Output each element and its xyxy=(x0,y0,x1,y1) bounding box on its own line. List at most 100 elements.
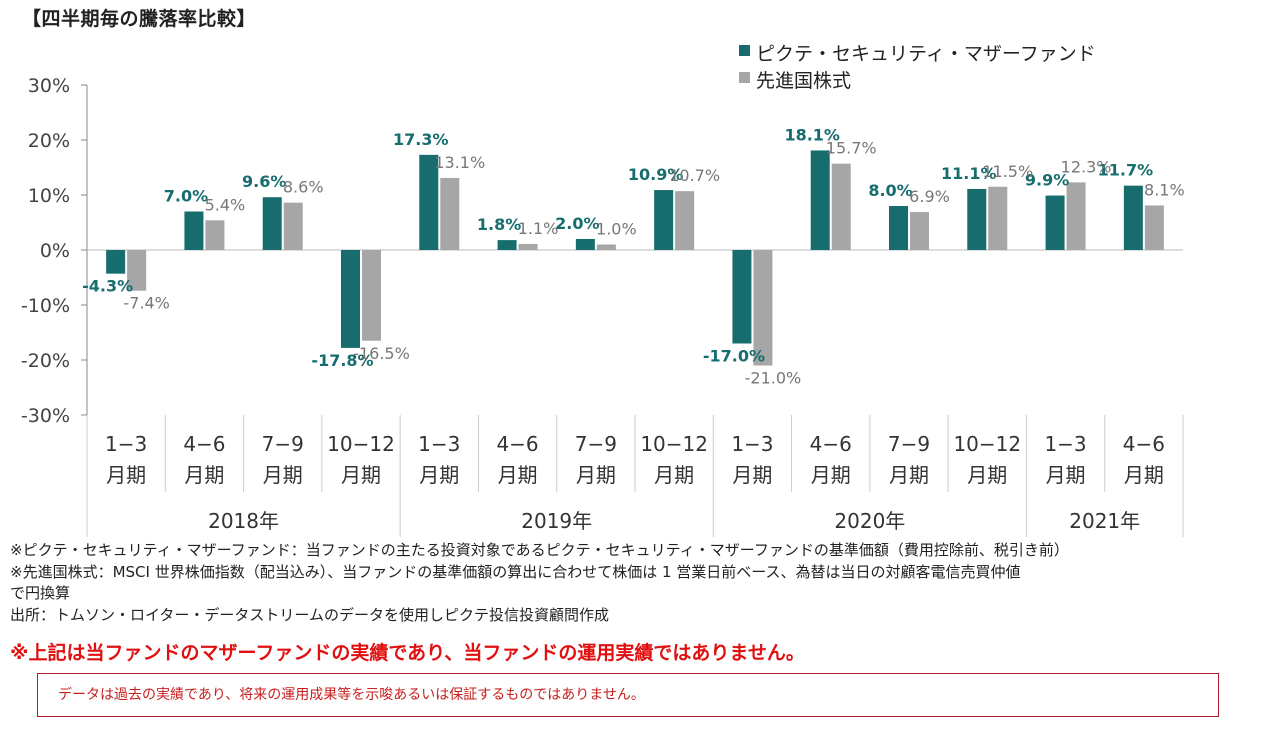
data-label-index: 1.0% xyxy=(596,220,637,239)
bar-fund xyxy=(732,250,752,344)
data-label-index: -7.4% xyxy=(123,294,169,313)
data-label-fund: 1.8% xyxy=(477,215,521,234)
bar-index xyxy=(127,250,147,291)
data-label-fund: -4.3% xyxy=(82,277,133,296)
data-label-fund: 9.6% xyxy=(242,172,286,191)
data-label-fund: -17.0% xyxy=(703,347,765,366)
x-tick-label-period: 月期 xyxy=(498,463,538,487)
data-label-index: 12.3% xyxy=(1061,157,1112,176)
bar-index xyxy=(205,220,225,250)
bar-index xyxy=(675,191,695,250)
data-label-fund: 11.7% xyxy=(1098,161,1154,180)
x-tick-label: 4−6 xyxy=(1123,432,1165,456)
footnote-index-cont: で円換算 xyxy=(10,584,71,602)
x-tick-label-period: 月期 xyxy=(654,463,694,487)
x-tick-label: 10−12 xyxy=(640,432,708,456)
x-tick-label-period: 月期 xyxy=(576,463,616,487)
bar-fund xyxy=(654,190,674,250)
bar-fund xyxy=(967,188,987,250)
data-label-fund: 2.0% xyxy=(555,214,599,233)
year-label: 2019年 xyxy=(521,509,592,533)
x-tick-label-period: 月期 xyxy=(419,463,459,487)
x-tick-label-period: 月期 xyxy=(184,463,224,487)
bar-index xyxy=(753,250,773,366)
year-label: 2020年 xyxy=(834,509,905,533)
bar-index xyxy=(596,244,616,250)
data-label-fund: 18.1% xyxy=(784,125,840,144)
y-tick-label: -20% xyxy=(21,350,70,372)
chart-title: 【四半期毎の騰落率比較】 xyxy=(22,8,257,30)
x-tick-label: 10−12 xyxy=(953,432,1021,456)
x-tick-label-period: 月期 xyxy=(811,463,851,487)
x-tick-label: 4−6 xyxy=(496,432,538,456)
bar-fund xyxy=(262,197,282,250)
x-tick-label: 10−12 xyxy=(327,432,395,456)
legend: ピクテ・セキュリティ・マザーファンド 先進国株式 xyxy=(739,43,1096,92)
bar-fund xyxy=(184,211,204,250)
bar-chart: ピクテ・セキュリティ・マザーファンド 先進国株式 30% 20% 10% 0% -10%… xyxy=(21,43,1185,537)
legend-label-fund: ピクテ・セキュリティ・マザーファンド xyxy=(756,43,1096,65)
x-tick-label: 1−3 xyxy=(1044,432,1086,456)
data-label-fund: 10.9% xyxy=(628,165,684,184)
bar-fund xyxy=(575,239,595,250)
x-tick-label-period: 月期 xyxy=(967,463,1007,487)
data-label-index: -16.5% xyxy=(353,344,410,363)
year-label: 2021年 xyxy=(1069,509,1140,533)
bar-index xyxy=(518,243,538,250)
data-label-fund: 11.1% xyxy=(941,164,997,183)
data-label-index: 11.5% xyxy=(982,162,1033,181)
year-label: 2018年 xyxy=(208,509,279,533)
y-tick-label: -30% xyxy=(21,405,70,427)
x-tick-label-period: 月期 xyxy=(106,463,146,487)
y-tick-label: 20% xyxy=(28,130,70,152)
bar-index xyxy=(362,250,381,341)
footnote-source: 出所：トムソン・ロイター・データストリームのデータを使用しピクテ投信投資顧問作成 xyxy=(10,605,609,624)
bar-index xyxy=(283,202,303,250)
data-label-index: 8.1% xyxy=(1144,180,1185,199)
data-label-fund: 17.3% xyxy=(393,130,449,149)
footnotes: ※ピクテ・セキュリティ・マザーファンド：当ファンドの主たる投資対象であるピクテ・… xyxy=(10,540,1260,626)
footnote-index: ※先進国株式：MSCI 世界株価指数（配当込み）、当ファンドの基準価額の算出に合… xyxy=(10,562,1021,581)
x-tick-label: 1−3 xyxy=(418,432,460,456)
x-tick-label: 4−6 xyxy=(810,432,852,456)
x-tick-label-period: 月期 xyxy=(1046,463,1086,487)
bar-fund xyxy=(497,240,517,250)
data-label-index: 6.9% xyxy=(909,187,950,206)
x-tick-label: 1−3 xyxy=(105,432,147,456)
x-tick-label: 1−3 xyxy=(731,432,773,456)
bar-fund xyxy=(889,206,908,250)
x-tick-label-period: 月期 xyxy=(341,463,381,487)
legend-label-index: 先進国株式 xyxy=(756,70,851,92)
data-label-index: 5.4% xyxy=(205,195,246,214)
x-tick-label-period: 月期 xyxy=(263,463,303,487)
data-label-fund: -17.8% xyxy=(311,351,373,370)
disclaimer-text: データは過去の実績であり、将来の運用成果等を示唆あるいは保証するものではありませ… xyxy=(58,687,645,703)
bar-fund xyxy=(810,150,830,250)
x-tick-label-period: 月期 xyxy=(1124,463,1164,487)
bar-index xyxy=(988,186,1008,250)
y-tick-label: 0% xyxy=(40,240,70,262)
x-tick-label: 7−9 xyxy=(575,432,617,456)
bar-index xyxy=(1144,205,1164,250)
data-label-index: -21.0% xyxy=(745,369,802,388)
y-tick-label: 10% xyxy=(28,185,70,207)
data-label-index: 13.1% xyxy=(434,153,485,172)
bar-fund xyxy=(1123,185,1143,250)
bar-fund xyxy=(106,250,126,274)
legend-swatch-index xyxy=(739,72,750,83)
data-label-index: 1.1% xyxy=(518,219,559,238)
data-label-fund: 8.0% xyxy=(868,181,912,200)
bar-fund xyxy=(1045,195,1065,250)
warning-text: ※上記は当ファンドのマザーファンドの実績であり、当ファンドの運用実績ではありませ… xyxy=(10,642,805,664)
x-tick-label-period: 月期 xyxy=(889,463,929,487)
footnote-fund: ※ピクテ・セキュリティ・マザーファンド：当ファンドの主たる投資対象であるピクテ・… xyxy=(10,541,1069,559)
bar-index xyxy=(1066,182,1086,250)
bar-fund xyxy=(419,154,439,250)
data-label-index: 10.7% xyxy=(669,166,720,185)
legend-swatch-fund xyxy=(739,45,750,56)
bar-fund xyxy=(341,250,360,348)
x-tick-label: 4−6 xyxy=(183,432,225,456)
x-tick-label-period: 月期 xyxy=(732,463,772,487)
disclaimer-box: データは過去の実績であり、将来の運用成果等を示唆あるいは保証するものではありませ… xyxy=(37,673,1219,717)
data-label-index: 8.6% xyxy=(283,178,324,197)
